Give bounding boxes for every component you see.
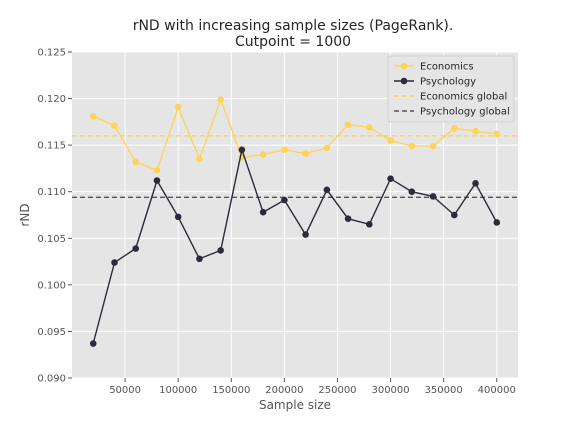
x-tick-label: 150000: [212, 385, 250, 396]
psychology-point: [429, 193, 437, 200]
psychology-point: [217, 247, 224, 254]
legend-label-economics-global: Economics global: [420, 92, 507, 103]
legend-marker-economics: [400, 62, 408, 70]
psychology-point: [472, 180, 479, 187]
economics-point: [387, 137, 394, 144]
x-tick-label: 350000: [425, 385, 463, 396]
economics-point: [344, 121, 352, 128]
psychology-point: [259, 208, 267, 216]
economics-point: [366, 124, 373, 131]
economics-line: [92, 97, 497, 172]
x-tick-label: 50000: [109, 385, 141, 396]
y-tick-label: 0.120: [37, 94, 66, 105]
x-tick-label: 400000: [478, 385, 516, 396]
legend-box: [387, 55, 515, 123]
economics-point: [217, 96, 224, 103]
y-tick-label: 0.100: [37, 280, 66, 291]
legend-marker-psychology: [400, 77, 408, 85]
y-tick-label: 0.105: [37, 234, 66, 245]
psychology-point: [450, 211, 458, 219]
psychology-point: [323, 186, 331, 194]
economics-point: [323, 144, 331, 152]
economics-point: [153, 166, 161, 174]
x-axis-label: Sample size: [259, 398, 331, 412]
psychology-point: [408, 188, 416, 196]
series-group: [89, 96, 501, 347]
y-tick-label: 0.115: [37, 141, 66, 152]
economics-point: [493, 130, 501, 138]
economics-point: [111, 122, 118, 129]
psychology-point: [366, 221, 373, 228]
legend-label-psychology: Psychology: [420, 77, 476, 88]
y-axis-ticks: 0.090 0.095 0.100 0.105 0.110 0.115 0.120 0.125: [37, 48, 72, 385]
psychology-point: [238, 146, 246, 154]
psychology-point: [89, 340, 97, 347]
economics-point: [89, 112, 97, 120]
reference-lines: [72, 135, 518, 198]
x-tick-label: 300000: [371, 385, 409, 396]
psychology-point: [132, 245, 140, 252]
psychology-point: [174, 213, 182, 221]
economics-point: [174, 103, 182, 111]
economics-point: [259, 151, 267, 158]
psychology-point: [153, 177, 161, 184]
psychology-line: [92, 147, 498, 344]
y-tick-label: 0.125: [37, 48, 66, 59]
y-tick-label: 0.110: [37, 187, 66, 198]
legend-label-psychology-global: Psychology global: [420, 107, 510, 118]
economics-point: [450, 125, 458, 132]
economics-point: [196, 155, 203, 163]
y-axis-label: rND: [18, 203, 32, 226]
legend: Economics Psychology Economics global Psych…: [387, 55, 515, 123]
x-tick-label: 250000: [318, 385, 356, 396]
legend-label-economics: Economics: [420, 62, 474, 73]
psychology-point: [196, 255, 203, 263]
economics-point: [132, 158, 140, 166]
x-tick-label: 100000: [159, 385, 197, 396]
psychology-point: [387, 175, 394, 182]
x-tick-label: 200000: [265, 385, 303, 396]
chart-subtitle: Cutpoint = 1000: [235, 34, 351, 50]
x-axis-ticks: 50000 100000 150000 200000 250000 300000 35000…: [109, 378, 516, 396]
economics-point: [302, 150, 309, 157]
psychology-point: [281, 196, 288, 204]
y-tick-label: 0.095: [37, 327, 66, 338]
psychology-point: [302, 231, 309, 238]
psychology-point: [344, 215, 352, 223]
y-tick-label: 0.090: [37, 374, 66, 385]
chart-title: rND with increasing sample sizes (PageRa…: [133, 18, 454, 34]
psychology-point: [493, 219, 501, 226]
psychology-point: [111, 259, 118, 266]
economics-point: [408, 142, 416, 150]
economics-point: [429, 142, 437, 150]
economics-point: [472, 127, 479, 135]
economics-point: [281, 146, 288, 154]
